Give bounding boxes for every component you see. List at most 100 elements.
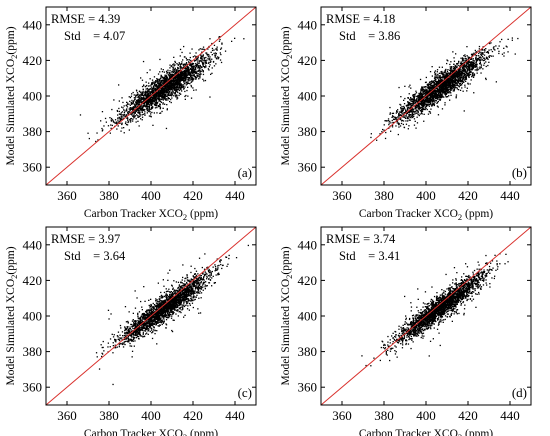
scatter-point <box>153 76 156 78</box>
scatter-point <box>111 108 113 111</box>
y-axis-label-unit: (ppm) <box>5 26 17 54</box>
scatter-point <box>171 79 174 81</box>
scatter-point <box>429 101 431 103</box>
scatter-point <box>150 108 153 110</box>
scatter-point <box>419 93 421 95</box>
scatter-point <box>150 108 152 110</box>
scatter-point <box>395 119 398 121</box>
scatter-point <box>435 80 437 82</box>
scatter-point <box>414 113 416 115</box>
scatter-point <box>459 69 461 71</box>
scatter-point <box>177 73 179 75</box>
scatter-point <box>179 68 182 70</box>
scatter-point <box>457 80 459 82</box>
scatter-point <box>479 51 481 53</box>
scatter-point <box>370 136 372 139</box>
scatter-point <box>228 257 230 260</box>
scatter-point <box>429 97 432 100</box>
scatter-point <box>207 58 209 60</box>
scatter-point <box>133 112 135 114</box>
scatter-point <box>142 103 144 105</box>
scatter-point <box>157 85 159 87</box>
scatter-point <box>413 94 415 96</box>
scatter-point <box>162 81 165 83</box>
scatter-point <box>138 99 140 101</box>
scatter-point <box>428 81 431 84</box>
scatter-point <box>449 86 452 88</box>
scatter-point <box>419 106 421 108</box>
scatter-point <box>446 79 449 81</box>
scatter-point <box>450 94 452 96</box>
scatter-point <box>430 96 432 98</box>
scatter-point <box>209 59 211 61</box>
x-axis-label-main: Carbon Tracker XCO <box>84 208 183 220</box>
scatter-point <box>473 52 475 54</box>
x-axis-label-unit: (ppm) <box>187 208 218 220</box>
scatter-point <box>196 70 198 72</box>
scatter-point <box>191 77 193 79</box>
scatter-point <box>192 297 194 299</box>
scatter-point <box>190 68 192 70</box>
scatter-point <box>203 80 205 82</box>
scatter-point <box>406 104 409 106</box>
scatter-point <box>125 121 127 123</box>
scatter-point <box>461 67 464 69</box>
scatter-point <box>155 91 158 93</box>
scatter-point <box>181 71 183 74</box>
scatter-point <box>424 93 426 95</box>
scatter-point <box>470 58 472 60</box>
scatter-point <box>205 52 207 54</box>
scatter-point <box>469 61 471 63</box>
scatter-point <box>198 62 200 64</box>
scatter-point <box>431 86 433 88</box>
scatter-point <box>165 70 168 72</box>
scatter-point <box>451 69 453 71</box>
scatter-point <box>454 77 456 79</box>
scatter-point <box>164 89 166 91</box>
scatter-point <box>412 95 414 97</box>
scatter-point <box>168 85 170 88</box>
scatter-point <box>136 94 139 96</box>
scatter-point <box>427 98 429 101</box>
scatter-point <box>191 72 193 74</box>
scatter-point <box>174 76 176 78</box>
scatter-point <box>429 88 431 90</box>
scatter-point <box>439 99 442 101</box>
scatter-point <box>174 71 176 73</box>
scatter-point <box>182 84 184 86</box>
scatter-point <box>136 92 139 94</box>
scatter-point <box>429 92 432 94</box>
scatter-point <box>159 93 161 95</box>
scatter-point <box>120 118 122 120</box>
scatter-point <box>410 105 412 107</box>
scatter-point <box>166 91 169 93</box>
scatter-point <box>477 58 479 60</box>
scatter-point <box>203 57 205 59</box>
scatter-point <box>141 94 143 96</box>
scatter-point <box>403 112 405 114</box>
scatter-point <box>125 104 127 107</box>
scatter-point <box>425 107 427 109</box>
scatter-point <box>188 69 190 71</box>
scatter-point <box>449 82 452 84</box>
scatter-point <box>407 115 409 118</box>
y-tick-label: 420 <box>23 53 43 68</box>
scatter-point <box>423 101 425 104</box>
scatter-point <box>463 73 465 75</box>
scatter-point <box>468 60 471 62</box>
scatter-point <box>466 65 469 68</box>
scatter-point <box>475 66 477 68</box>
scatter-points <box>370 37 519 141</box>
scatter-point <box>423 90 425 93</box>
scatter-point <box>435 84 437 86</box>
scatter-point <box>178 88 180 90</box>
scatter-point <box>139 113 141 116</box>
scatter-point <box>145 96 148 98</box>
scatter-point <box>407 101 409 103</box>
scatter-point <box>416 95 418 97</box>
scatter-point <box>201 57 203 59</box>
scatter-point <box>400 110 402 112</box>
scatter-point <box>192 77 194 79</box>
scatter-point <box>440 79 442 81</box>
scatter-point <box>162 90 164 92</box>
